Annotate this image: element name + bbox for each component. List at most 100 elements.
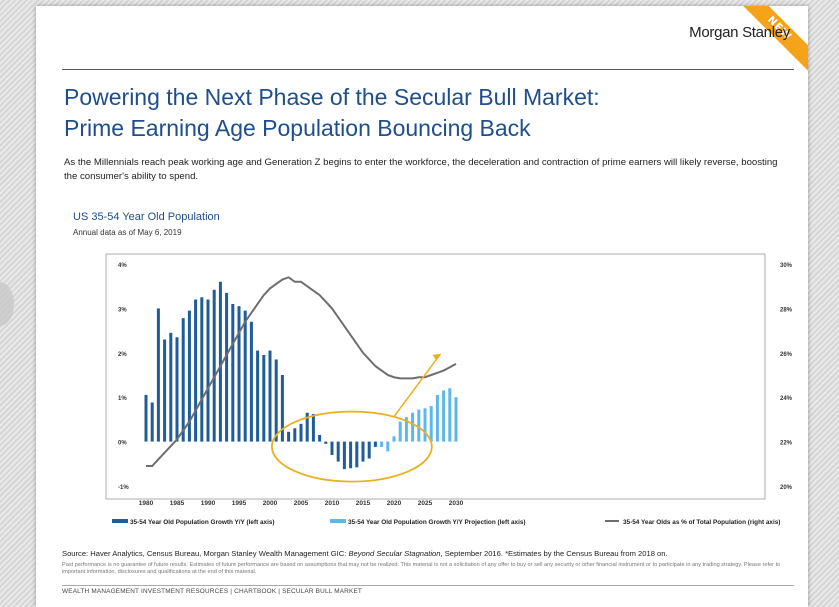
left-tick-label: 1% (118, 396, 127, 402)
historical-bar (187, 310, 191, 442)
historical-bar (181, 318, 185, 442)
chart-subtitle: Annual data as of May 6, 2019 (73, 228, 182, 237)
projection-bar (417, 409, 421, 442)
projection-bar (435, 394, 439, 442)
legend-swatch (330, 519, 346, 523)
historical-bar (175, 337, 179, 442)
rebound-arrow-head (432, 353, 441, 361)
legend-label: 35-54 Year Old Population Growth Y/Y Pro… (348, 519, 526, 526)
projection-bar (423, 408, 427, 442)
intro-paragraph: As the Millennials reach peak working ag… (64, 157, 778, 182)
x-tick-label: 2010 (325, 500, 340, 507)
side-nav-handle[interactable] (0, 282, 14, 326)
footer-divider (62, 585, 794, 586)
left-tick-label: 0% (118, 441, 127, 447)
x-tick-label: 2005 (294, 500, 309, 507)
historical-bar (274, 359, 278, 442)
contraction-highlight-ellipse (270, 410, 433, 483)
historical-bar (355, 441, 359, 468)
right-tick-label: 22% (780, 441, 793, 447)
page-title: Powering the Next Phase of the Secular B… (64, 82, 784, 144)
left-tick-label: 3% (118, 307, 127, 313)
report-page: NEW Morgan Stanley Powering the Next Pha… (36, 6, 808, 607)
historical-bar (212, 289, 216, 442)
plot-frame (105, 253, 766, 500)
x-tick-label: 1980 (139, 500, 154, 507)
historical-bar (206, 299, 210, 442)
projection-bar (392, 436, 396, 442)
projection-bar (429, 406, 433, 442)
disclaimer: Past performance is no guarantee of futu… (62, 562, 781, 575)
historical-bar (293, 428, 297, 442)
historical-bar (336, 441, 340, 462)
x-tick-label: 2025 (418, 500, 433, 507)
historical-bar (150, 402, 154, 442)
historical-bar (373, 441, 377, 447)
projection-bar (448, 388, 452, 442)
footer-text: WEALTH MANAGEMENT INVESTMENT RESOURCES |… (62, 588, 363, 595)
historical-bar (200, 297, 204, 442)
x-tick-label: 2000 (263, 500, 278, 507)
legend-swatch (112, 519, 128, 523)
historical-bar (268, 350, 272, 442)
x-tick-label: 1995 (232, 500, 247, 507)
historical-bar (163, 339, 167, 442)
projection-bar (398, 421, 402, 442)
left-tick-label: 4% (118, 263, 127, 269)
historical-bar (237, 306, 241, 442)
historical-bar (231, 303, 235, 442)
historical-bar (311, 414, 315, 442)
legend-label: 35-54 Year Old Population Growth Y/Y (le… (130, 519, 275, 526)
historical-bar (299, 423, 303, 442)
right-tick-label: 24% (780, 396, 793, 402)
projection-bar (404, 417, 408, 442)
population-share-line (146, 276, 457, 468)
historical-bar (342, 441, 346, 470)
historical-bar (144, 394, 148, 442)
source-prefix: Source: Haver Analytics, Census Bureau, … (62, 549, 349, 558)
x-tick-label: 2020 (387, 500, 402, 507)
historical-bar (256, 350, 260, 442)
left-tick-label: -1% (118, 485, 129, 491)
right-tick-label: 30% (780, 263, 793, 269)
projection-bar (386, 441, 390, 452)
title-line-1: Powering the Next Phase of the Secular B… (64, 84, 600, 110)
source-suffix: , September 2016. *Estimates by the Cens… (440, 549, 668, 558)
header-divider (62, 69, 794, 70)
left-tick-label: 2% (118, 352, 127, 358)
source-italic: Beyond Secular Stagnation (348, 549, 441, 558)
right-tick-label: 26% (780, 352, 793, 358)
historical-bar (249, 321, 253, 442)
right-tick-label: 28% (780, 307, 793, 313)
historical-bar (169, 332, 173, 442)
historical-bar (305, 412, 309, 442)
historical-bar (225, 292, 229, 442)
historical-bar (280, 375, 284, 442)
historical-bar (324, 441, 328, 444)
x-tick-label: 1990 (201, 500, 216, 507)
projection-bar (442, 390, 446, 442)
x-tick-label: 2030 (449, 500, 464, 507)
chart-title: US 35-54 Year Old Population (73, 211, 220, 223)
historical-bar (156, 308, 160, 442)
rebound-arrow-line (393, 353, 442, 418)
brand-logo: Morgan Stanley (689, 24, 790, 41)
right-tick-label: 20% (780, 485, 793, 491)
historical-bar (367, 441, 371, 459)
x-tick-label: 2015 (356, 500, 371, 507)
projection-bar (411, 412, 415, 442)
historical-bar (218, 281, 222, 442)
projection-bar (380, 441, 384, 447)
population-chart: -1% 0% 1% 2% 3% 4% 20% 22% 24% 26% 28% 30% 1980 1985 1… (105, 253, 793, 526)
historical-bar (361, 441, 365, 462)
projection-bar (454, 397, 458, 442)
historical-bar (349, 441, 353, 469)
historical-bar (194, 299, 198, 442)
historical-bar (262, 355, 266, 442)
x-tick-label: 1985 (170, 500, 185, 507)
historical-bar (243, 310, 247, 442)
source-note: Source: Haver Analytics, Census Bureau, … (62, 549, 792, 558)
historical-bar (318, 434, 322, 442)
legend-label: 35-54 Year Olds as % of Total Population… (623, 519, 780, 526)
historical-bar (330, 441, 334, 455)
